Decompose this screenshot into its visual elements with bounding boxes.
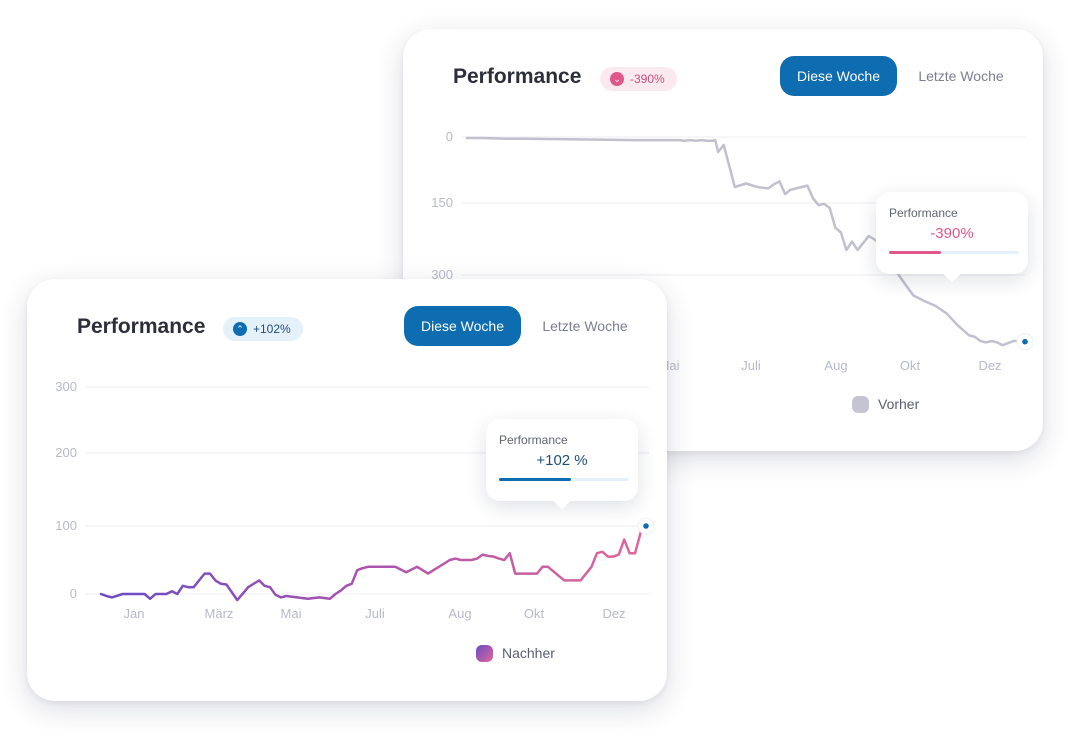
end-point-marker (643, 523, 649, 529)
legend-swatch (476, 645, 493, 662)
x-tick-label: Mai (281, 606, 302, 621)
x-tick-label: Juli (741, 358, 761, 373)
tooltip-value: +102 % (536, 452, 588, 469)
legend-label: Vorher (878, 396, 920, 412)
chevron-down-icon: ⌄ (610, 72, 624, 86)
y-tick-label: 200 (55, 445, 77, 460)
tooltip-progress-fill (889, 251, 941, 254)
tooltip-label: Performance (499, 433, 568, 447)
tooltip-label: Performance (889, 206, 958, 220)
x-tick-label: Okt (900, 358, 921, 373)
trend-badge-text: -390% (630, 72, 665, 86)
trend-badge: ⌄ -390% (600, 67, 677, 91)
x-tick-label: Dez (978, 358, 1001, 373)
y-tick-label: 0 (446, 129, 453, 144)
tooltip-value: -390% (930, 225, 974, 242)
tooltip-progress-track (889, 251, 1019, 254)
series-line-vorher (465, 136, 1027, 347)
y-tick-label: 150 (431, 195, 453, 210)
this-week-button[interactable]: Diese Woche (780, 56, 897, 96)
legend-swatch (852, 396, 869, 413)
card-title: Performance (453, 65, 582, 88)
last-week-button[interactable]: Letzte Woche (918, 68, 1004, 84)
performance-card-front: Performance ⌃ +102% Diese Woche Letzte W… (27, 279, 667, 701)
y-tick-label: 300 (55, 379, 77, 394)
trend-badge-text: +102% (253, 322, 291, 336)
x-tick-label: Jan (124, 606, 145, 621)
series-line-nachher (99, 524, 648, 602)
line-chart: 300 200 100 0 Jan März Mai Juli Aug Okt Dez (55, 379, 655, 621)
x-tick-label: Okt (524, 606, 545, 621)
tooltip-progress-fill (499, 478, 571, 481)
tooltip-progress-track (499, 478, 629, 481)
this-week-button[interactable]: Diese Woche (404, 306, 521, 346)
y-tick-label: 100 (55, 518, 77, 533)
x-tick-label: Aug (824, 358, 847, 373)
legend-label: Nachher (502, 645, 555, 661)
tooltip: Performance +102 % (486, 419, 638, 510)
chevron-up-icon: ⌃ (233, 322, 247, 336)
x-tick-label: Aug (448, 606, 471, 621)
x-tick-label: Dez (602, 606, 625, 621)
card-title: Performance (77, 315, 206, 338)
y-tick-label: 300 (431, 267, 453, 282)
x-tick-label: Juli (365, 606, 385, 621)
x-tick-label: März (205, 606, 234, 621)
end-point-marker (1022, 338, 1028, 345)
trend-badge: ⌃ +102% (223, 317, 303, 341)
last-week-button[interactable]: Letzte Woche (542, 318, 628, 334)
y-tick-label: 0 (70, 586, 77, 601)
tooltip: Performance -390% (876, 192, 1028, 283)
